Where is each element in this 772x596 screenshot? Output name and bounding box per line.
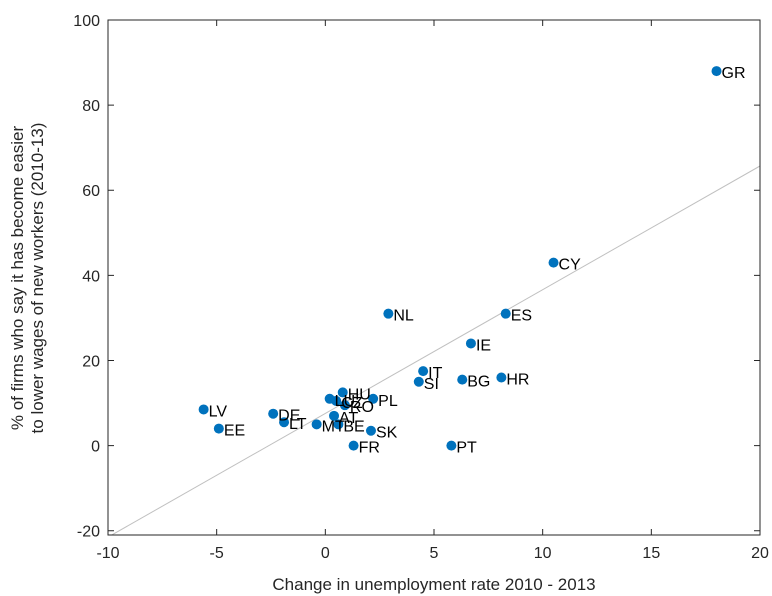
data-point-ee bbox=[213, 423, 224, 434]
data-label-gr: GR bbox=[722, 65, 746, 82]
y-tick-label: 20 bbox=[82, 353, 100, 370]
x-tick-label: 20 bbox=[751, 545, 769, 562]
x-axis-title: Change in unemployment rate 2010 - 2013 bbox=[272, 575, 595, 594]
data-point-bg bbox=[457, 374, 468, 385]
data-label-cy: CY bbox=[559, 257, 582, 274]
data-label-lu: LU bbox=[335, 393, 355, 410]
data-point-pt bbox=[446, 440, 457, 451]
data-point-be bbox=[333, 419, 344, 430]
data-point-cz bbox=[331, 395, 342, 406]
data-label-hu: HU bbox=[348, 386, 371, 403]
data-label-ie: IE bbox=[476, 337, 491, 354]
data-point-sk bbox=[365, 425, 376, 436]
data-label-lv: LV bbox=[209, 403, 228, 420]
data-point-it bbox=[418, 366, 429, 377]
y-axis-title-line-2: to lower wages of new workers (2010-13) bbox=[28, 123, 47, 434]
y-tick-label: 40 bbox=[82, 268, 100, 285]
data-label-hr: HR bbox=[506, 372, 529, 389]
data-label-si: SI bbox=[424, 376, 439, 393]
data-point-ie bbox=[465, 338, 476, 349]
data-point-at bbox=[329, 410, 340, 421]
x-tick-label: 10 bbox=[534, 545, 552, 562]
data-point-ro bbox=[339, 400, 350, 411]
data-point-gr bbox=[711, 66, 722, 77]
data-point-hr bbox=[496, 372, 507, 383]
data-label-nl: NL bbox=[393, 308, 414, 325]
data-label-bg: BG bbox=[467, 374, 490, 391]
y-tick-label: 100 bbox=[73, 13, 100, 30]
axes: -10 -5 0 5 10 15 20 -20 0 20 40 60 80 100 bbox=[73, 13, 769, 562]
data-point-de bbox=[268, 408, 279, 419]
data-label-fr: FR bbox=[359, 440, 380, 457]
y-tick-label: 80 bbox=[82, 98, 100, 115]
data-label-es: ES bbox=[511, 308, 532, 325]
x-tick-label: 15 bbox=[642, 545, 660, 562]
data-points bbox=[198, 66, 722, 451]
x-tick-label: -10 bbox=[96, 545, 119, 562]
fit-line-layer bbox=[110, 165, 760, 535]
data-label-at: AT bbox=[339, 410, 358, 427]
fit-line bbox=[110, 165, 760, 535]
data-label-cz: CZ bbox=[341, 395, 363, 412]
x-tick-label: 5 bbox=[430, 545, 439, 562]
data-label-ro: RO bbox=[350, 399, 374, 416]
y-tick-label: -20 bbox=[77, 524, 100, 541]
data-point-fr bbox=[348, 440, 359, 451]
data-point-cy bbox=[548, 257, 559, 268]
y-tick-label: 0 bbox=[91, 439, 100, 456]
y-axis-title-line-1: % of firms who say it has become easier bbox=[8, 126, 27, 431]
data-point-pl bbox=[368, 393, 379, 404]
data-label-pl: PL bbox=[378, 393, 398, 410]
data-label-sk: SK bbox=[376, 425, 398, 442]
data-label-lt: LT bbox=[289, 416, 307, 433]
y-tick-label: 60 bbox=[82, 183, 100, 200]
plot-area bbox=[108, 20, 760, 535]
data-label-it: IT bbox=[428, 365, 442, 382]
data-point-lv bbox=[198, 404, 209, 415]
data-label-ee: EE bbox=[224, 423, 245, 440]
data-point-mt bbox=[311, 419, 322, 430]
data-point-es bbox=[500, 308, 511, 319]
data-point-lt bbox=[279, 417, 290, 428]
x-tick-label: -5 bbox=[210, 545, 224, 562]
data-point-si bbox=[413, 376, 424, 387]
y-axis-title: % of firms who say it has become easier … bbox=[8, 123, 47, 434]
data-label-be: BE bbox=[343, 418, 364, 435]
x-tick-label: 0 bbox=[321, 545, 330, 562]
data-label-mt: MT bbox=[322, 418, 345, 435]
data-point-nl bbox=[383, 308, 394, 319]
data-label-de: DE bbox=[278, 408, 300, 425]
data-point-hu bbox=[337, 387, 348, 398]
data-label-pt: PT bbox=[456, 440, 477, 457]
